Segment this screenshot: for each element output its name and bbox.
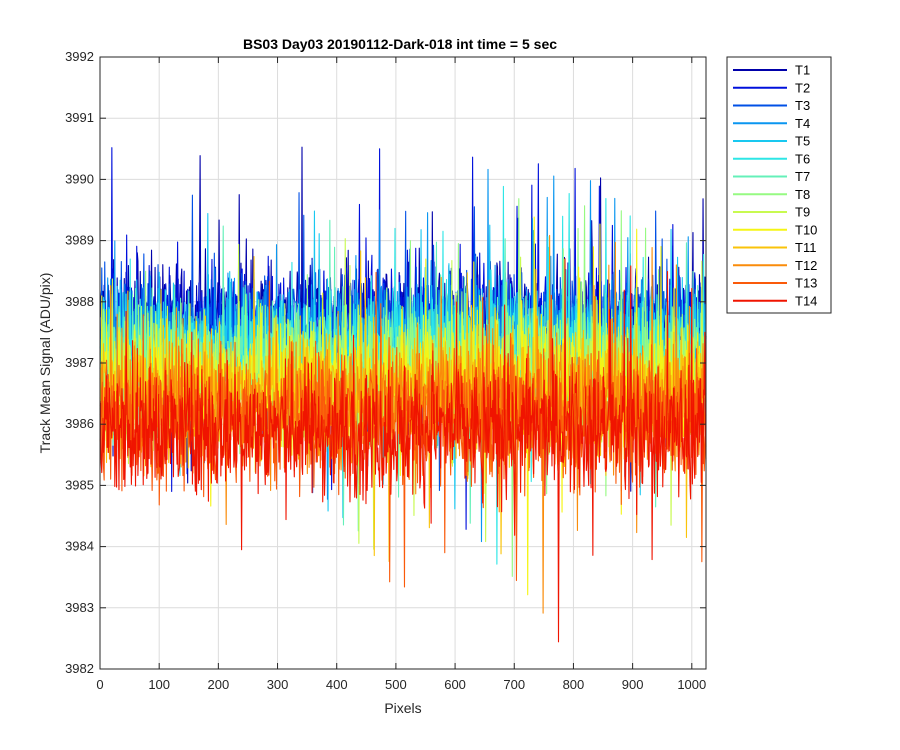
legend-label-t6: T6 — [795, 151, 810, 166]
legend-label-t2: T2 — [795, 80, 810, 95]
x-tick-label: 800 — [563, 677, 585, 692]
legend-box — [726, 56, 832, 314]
legend-label-t1: T1 — [795, 63, 810, 78]
legend-label-t7: T7 — [795, 169, 810, 184]
x-axis-label: Pixels — [384, 700, 421, 716]
legend-label-t4: T4 — [795, 116, 810, 131]
ticks: 0 100 200 300 400 500 600 700 800 900 1000 3982 3983… — [65, 49, 706, 692]
legend-label-t12: T12 — [795, 258, 817, 273]
y-tick-label: 3982 — [65, 661, 94, 676]
x-tick-label: 1000 — [677, 677, 706, 692]
chart-title: BS03 Day03 20190112-Dark-018 int time = … — [243, 36, 557, 52]
legend-label-t13: T13 — [795, 276, 817, 291]
x-tick-label: 300 — [267, 677, 289, 692]
y-tick-label: 3990 — [65, 171, 94, 186]
legend-label-t14: T14 — [795, 293, 817, 308]
y-axis-label: Track Mean Signal (ADU/pix) — [37, 273, 53, 454]
y-tick-label: 3986 — [65, 416, 94, 431]
x-tick-label: 900 — [622, 677, 644, 692]
x-tick-label: 500 — [385, 677, 407, 692]
legend: T1 T2 T3 T4 T5 T6 T7 T8 T9 T10 T11 T12 T13 T14 — [726, 56, 832, 314]
legend-label-t5: T5 — [795, 134, 810, 149]
y-tick-label: 3991 — [65, 110, 94, 125]
y-tick-label: 3987 — [65, 355, 94, 370]
y-tick-label: 3983 — [65, 600, 94, 615]
legend-label-t10: T10 — [795, 222, 817, 237]
y-tick-label: 3984 — [65, 539, 94, 554]
y-tick-label: 3992 — [65, 49, 94, 64]
y-tick-label: 3989 — [65, 233, 94, 248]
legend-label-t11: T11 — [795, 240, 816, 255]
series-layer — [99, 146, 707, 643]
x-tick-label: 100 — [148, 677, 170, 692]
x-tick-label: 200 — [208, 677, 230, 692]
legend-label-t3: T3 — [795, 98, 810, 113]
y-tick-label: 3988 — [65, 294, 94, 309]
x-tick-label: 400 — [326, 677, 348, 692]
x-tick-label: 600 — [444, 677, 466, 692]
legend-label-t8: T8 — [795, 187, 810, 202]
x-tick-label: 0 — [96, 677, 103, 692]
series-line-t14 — [99, 258, 707, 643]
y-tick-label: 3985 — [65, 477, 94, 492]
legend-label-t9: T9 — [795, 205, 810, 220]
x-tick-label: 700 — [503, 677, 525, 692]
